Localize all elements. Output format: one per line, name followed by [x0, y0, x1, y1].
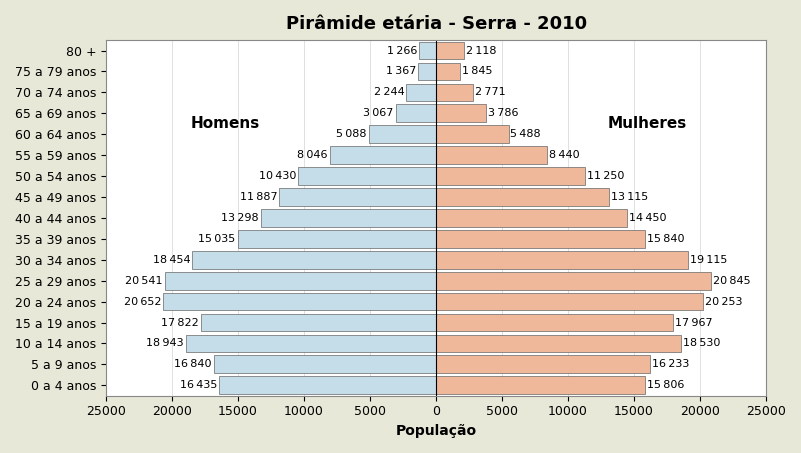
- Bar: [219, 376, 436, 394]
- Text: 1 367: 1 367: [386, 67, 416, 77]
- Bar: [436, 251, 688, 269]
- Bar: [260, 209, 436, 227]
- Text: 18 943: 18 943: [147, 338, 184, 348]
- X-axis label: População: População: [396, 424, 477, 438]
- Text: 15 035: 15 035: [199, 234, 235, 244]
- Bar: [214, 356, 436, 373]
- Bar: [420, 42, 436, 59]
- Text: 20 845: 20 845: [713, 276, 751, 286]
- Bar: [186, 334, 436, 352]
- Bar: [436, 63, 461, 80]
- Bar: [436, 356, 650, 373]
- Bar: [436, 146, 547, 164]
- Text: 5 088: 5 088: [336, 129, 367, 139]
- Text: 17 967: 17 967: [675, 318, 713, 328]
- Text: 20 652: 20 652: [124, 297, 162, 307]
- Bar: [436, 209, 627, 227]
- Text: 16 233: 16 233: [652, 359, 690, 369]
- Text: Mulheres: Mulheres: [608, 116, 687, 131]
- Text: Homens: Homens: [191, 116, 260, 131]
- Text: 20 253: 20 253: [706, 297, 743, 307]
- Bar: [436, 313, 673, 332]
- Text: 19 115: 19 115: [690, 255, 728, 265]
- Text: 3 786: 3 786: [488, 108, 518, 118]
- Text: 1 845: 1 845: [462, 67, 493, 77]
- Bar: [436, 42, 464, 59]
- Text: 5 488: 5 488: [510, 129, 541, 139]
- Text: 15 840: 15 840: [647, 234, 685, 244]
- Bar: [369, 125, 436, 143]
- Text: 16 840: 16 840: [175, 359, 211, 369]
- Bar: [436, 230, 645, 248]
- Bar: [165, 272, 436, 289]
- Text: 16 435: 16 435: [179, 380, 217, 390]
- Bar: [436, 188, 610, 206]
- Text: 17 822: 17 822: [161, 318, 199, 328]
- Bar: [436, 105, 486, 122]
- Bar: [436, 83, 473, 101]
- Bar: [280, 188, 436, 206]
- Text: 13 298: 13 298: [221, 213, 259, 223]
- Title: Pirâmide etária - Serra - 2010: Pirâmide etária - Serra - 2010: [285, 15, 586, 33]
- Text: 11 887: 11 887: [239, 192, 277, 202]
- Text: 15 806: 15 806: [646, 380, 684, 390]
- Text: 2 118: 2 118: [466, 46, 497, 56]
- Bar: [330, 146, 436, 164]
- Bar: [163, 293, 436, 310]
- Bar: [436, 167, 585, 185]
- Bar: [201, 313, 436, 332]
- Text: 8 440: 8 440: [549, 150, 580, 160]
- Text: 10 430: 10 430: [259, 171, 296, 181]
- Text: 18 530: 18 530: [682, 338, 720, 348]
- Text: 20 541: 20 541: [126, 276, 163, 286]
- Bar: [436, 334, 681, 352]
- Bar: [436, 272, 711, 289]
- Bar: [436, 376, 645, 394]
- Bar: [396, 105, 436, 122]
- Text: 1 266: 1 266: [387, 46, 417, 56]
- Bar: [299, 167, 436, 185]
- Text: 3 067: 3 067: [363, 108, 393, 118]
- Text: 2 771: 2 771: [475, 87, 505, 97]
- Text: 11 250: 11 250: [586, 171, 624, 181]
- Text: 8 046: 8 046: [297, 150, 328, 160]
- Bar: [436, 293, 703, 310]
- Bar: [238, 230, 436, 248]
- Text: 14 450: 14 450: [629, 213, 666, 223]
- Bar: [192, 251, 436, 269]
- Bar: [436, 125, 509, 143]
- Bar: [418, 63, 436, 80]
- Text: 13 115: 13 115: [611, 192, 649, 202]
- Text: 18 454: 18 454: [153, 255, 191, 265]
- Bar: [406, 83, 436, 101]
- Text: 2 244: 2 244: [374, 87, 405, 97]
